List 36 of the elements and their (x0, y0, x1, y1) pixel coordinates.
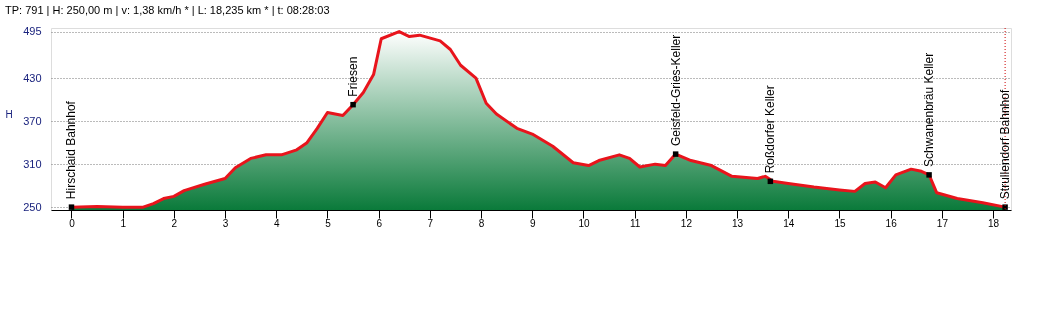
x-tick-label: 17 (936, 217, 949, 229)
x-tick-label: 15 (834, 217, 846, 229)
y-tick-label: 370 (23, 114, 42, 127)
chart-title: TP: 791 | H: 250,00 m | v: 1,38 km/h * | L: 18,235 km * | t: 08:28:03 (5, 3, 330, 16)
x-tick-label: 11 (629, 217, 641, 229)
annotation: Geisfeld-Gries-Keller (668, 34, 683, 147)
y-tick-label: 250 (23, 200, 42, 213)
y-tick-label: 430 (23, 71, 42, 84)
annotation: Friesen (346, 56, 361, 97)
annotation: Hirschaid Bahnhof (64, 100, 79, 200)
x-tick-label: 7 (427, 217, 434, 229)
x-tick-label: 12 (680, 217, 693, 229)
annotation: Roßdorfer Keller (763, 85, 778, 174)
x-tick-label: 18 (988, 217, 1000, 229)
point (350, 101, 356, 108)
x-tick-label: 0 (69, 217, 76, 229)
x-tick-label: 1 (120, 217, 127, 229)
x-tick-label: 3 (222, 217, 229, 229)
y-axis-title: H (5, 108, 13, 120)
annotation: Strullendorf Bahnhof (998, 89, 1013, 200)
y-tick-label: 495 (23, 25, 42, 38)
annotation: Schwanenbräu Keller (922, 52, 937, 167)
x-tick-label: 2 (171, 217, 178, 229)
x-tick-label: 5 (325, 217, 332, 229)
point (672, 151, 679, 157)
x-tick-label: 4 (274, 217, 280, 229)
x-tick-label: 14 (783, 217, 795, 229)
point (926, 172, 932, 178)
x-tick-label: 16 (885, 217, 898, 229)
x-tick-label: 10 (578, 217, 590, 229)
y-tick-label: 310 (23, 157, 42, 170)
x-tick-label: 9 (530, 217, 536, 229)
x-tick-label: 8 (478, 217, 485, 229)
x-tick-label: 6 (376, 217, 383, 229)
x-tick-label: 13 (732, 217, 744, 229)
point (68, 204, 75, 210)
